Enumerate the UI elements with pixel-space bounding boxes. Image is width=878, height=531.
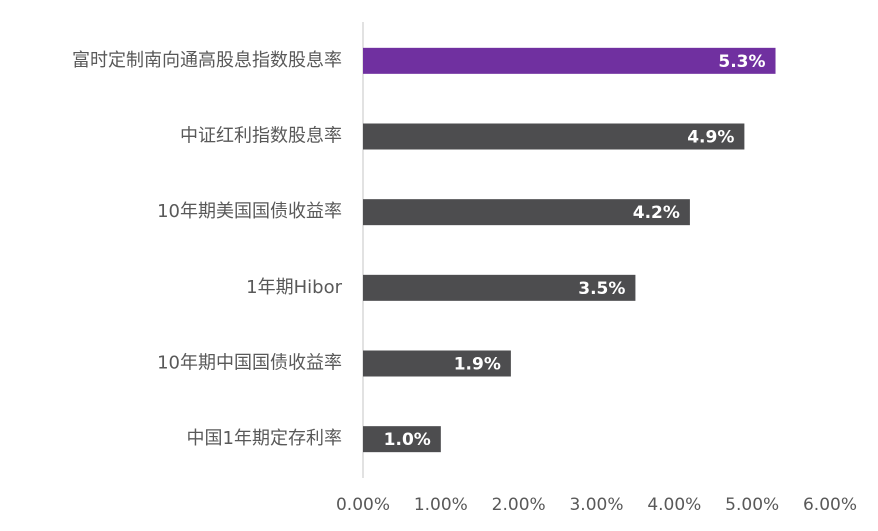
category-label: 10年期中国国债收益率: [157, 353, 342, 374]
bar: [363, 123, 745, 150]
bar: [363, 350, 511, 377]
x-tick-label: 2.00%: [492, 495, 546, 515]
bar: [363, 47, 776, 74]
x-tick-label: 4.00%: [647, 495, 701, 515]
x-tick-label: 1.00%: [414, 495, 468, 515]
bar: [363, 426, 441, 453]
value-label: 5.3%: [718, 52, 765, 72]
value-label: 1.9%: [454, 355, 501, 375]
value-label: 1.0%: [384, 430, 431, 450]
value-label: 3.5%: [578, 279, 625, 299]
category-label: 富时定制南向通高股息指数股息率: [72, 50, 342, 71]
category-label: 中国1年期定存利率: [187, 428, 342, 449]
x-tick-label: 3.00%: [569, 495, 623, 515]
bar: [363, 274, 636, 301]
category-label: 10年期美国国债收益率: [157, 201, 342, 222]
bar: [363, 199, 690, 226]
x-tick-label: 0.00%: [336, 495, 390, 515]
value-label: 4.9%: [687, 128, 734, 148]
x-tick-label: 6.00%: [803, 495, 857, 515]
category-label: 中证红利指数股息率: [180, 126, 342, 147]
category-label: 1年期Hibor: [246, 277, 342, 298]
x-tick-label: 5.00%: [725, 495, 779, 515]
value-label: 4.2%: [633, 203, 680, 223]
